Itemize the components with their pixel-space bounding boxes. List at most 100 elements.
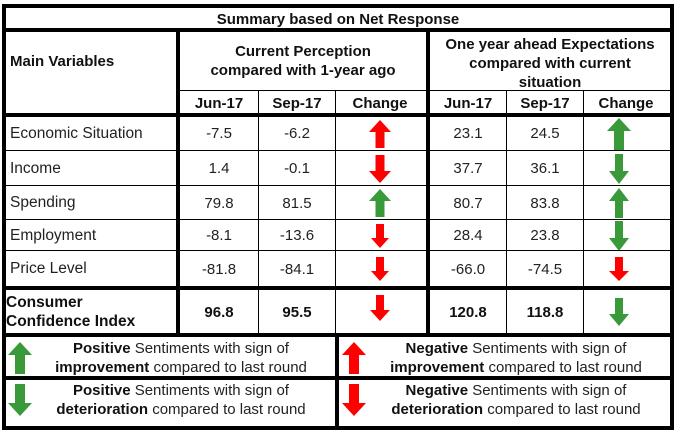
row-cur-sep: 81.5 [282,194,312,212]
arrow-down-red-icon [371,257,389,281]
row-cur-sep: -13.6 [279,227,315,244]
cci-exp-change-wrapper [609,298,629,331]
header-current-perception-line2: compared with 1-year ago [210,62,396,79]
divider-vertical [506,90,507,337]
arrow-down-red-icon [369,154,391,183]
legend-text1: Sentiments with sign of [130,340,289,357]
divider-horizontal [176,90,428,91]
row-exp-change-wrapper [609,153,629,189]
frame-right [670,4,674,430]
arrow-down-green-icon [8,383,32,416]
row-cur-change-wrapper [369,154,391,188]
divider-horizontal [2,113,674,117]
row-cur-sep: -6.2 [284,125,310,142]
legend-line1: Negative Sentiments with sign of [366,339,666,358]
legend-text: Positive Sentiments with sign of improvem… [32,339,330,377]
legend-line2: improvement compared to last round [366,358,666,377]
table-title: Summary based on Net Response [216,10,460,28]
divider-main-variables [176,28,180,337]
row-exp-jun: 80.7 [453,194,483,212]
col-header-exp-jun: Jun-17 [443,94,493,112]
legend-bold1: Negative [405,382,469,399]
divider-horizontal [2,150,674,151]
row-variable: Employment [10,226,97,244]
arrow-up-red-icon [342,341,366,374]
row-exp-change-wrapper [609,257,629,286]
arrow-up-green-icon [609,188,629,218]
arrow-up-red-icon [369,119,391,148]
arrow-up-green-icon [369,189,391,217]
legend-text1: Sentiments with sign of [468,382,627,399]
header-expectations-line2: compared with current [469,55,631,72]
divider-vertical [258,90,259,337]
legend-text2: compared to last round [149,359,307,376]
arrow-up-green-icon [607,117,631,150]
row-cur-jun: 1.4 [208,160,230,177]
row-cur-jun: -81.8 [201,260,237,278]
legend-line1: Positive Sentiments with sign of [32,381,330,400]
arrow-down-red-icon [371,223,389,248]
legend-bold1: Positive [73,382,131,399]
divider-horizontal [426,90,672,91]
header-current-perception-line1: Current Perception [235,43,371,60]
divider-horizontal [2,286,674,290]
header-expectations-line1: One year ahead Expectations [445,36,655,53]
row-variable: Price Level [10,260,87,277]
row-exp-jun: -66.0 [450,260,486,278]
col-header-cur-sep: Sep-17 [272,94,322,112]
legend-bold2: improvement [390,359,485,376]
divider-horizontal [2,28,674,32]
legend-line2: deterioration compared to last round [366,400,666,419]
row-exp-jun: 28.4 [453,227,483,244]
arrow-down-red-icon [342,383,366,416]
divider-horizontal [2,219,674,220]
divider-current-vs-expectation [426,28,430,337]
cci-exp-jun: 120.8 [449,303,487,321]
col-header-exp-change: Change [598,94,654,112]
divider-vertical [583,90,584,337]
divider-horizontal [2,250,674,251]
divider-horizontal [2,185,674,186]
row-exp-sep: 24.5 [530,125,560,142]
legend-line2: improvement compared to last round [32,358,330,377]
legend-line1: Positive Sentiments with sign of [32,339,330,358]
row-cur-change-wrapper [371,223,389,253]
legend-text1: Sentiments with sign of [468,340,627,357]
arrow-up-green-icon [8,341,32,374]
arrow-down-green-icon [609,298,629,326]
cci-exp-sep: 118.8 [526,303,564,321]
row-exp-jun: 37.7 [453,160,483,177]
row-cur-change-wrapper [369,119,391,153]
col-header-exp-sep: Sep-17 [520,94,570,112]
row-exp-change-wrapper [609,220,629,256]
legend-bold1: Positive [73,340,131,357]
row-cur-change-wrapper [371,257,389,286]
header-expectations: One year ahead Expectations compared wit… [430,35,670,93]
header-main-variables: Main Variables [10,52,115,70]
divider-legend-middle [335,333,339,430]
row-exp-change-wrapper [609,188,629,223]
legend-arrow-wrapper [8,341,32,379]
row-exp-sep: 36.1 [530,160,560,177]
legend-text2: compared to last round [484,359,642,376]
legend-bold2: deterioration [56,401,149,418]
row-variable: Spending [10,194,76,211]
cci-cur-change-wrapper [370,295,390,326]
row-exp-sep: -74.5 [527,260,563,278]
legend-text2: compared to last round [483,401,641,418]
legend-text: Negative Sentiments with sign of deterior… [366,381,666,419]
row-variable: Income [10,159,61,177]
cci-cur-sep: 95.5 [282,303,312,321]
frame-top [2,4,674,8]
legend-line1: Negative Sentiments with sign of [366,381,666,400]
header-current-perception: Current Perception compared with 1-year … [180,42,426,82]
arrow-down-red-icon [370,295,390,321]
legend-arrow-wrapper [342,341,366,379]
legend-text: Negative Sentiments with sign of improvem… [366,339,666,377]
row-exp-sep: 23.8 [530,227,560,244]
legend-arrow-wrapper [8,383,32,421]
row-cur-sep: -84.1 [279,260,315,278]
row-cur-change-wrapper [369,189,391,222]
row-exp-jun: 23.1 [453,125,483,142]
row-cur-jun: -7.5 [206,125,232,142]
